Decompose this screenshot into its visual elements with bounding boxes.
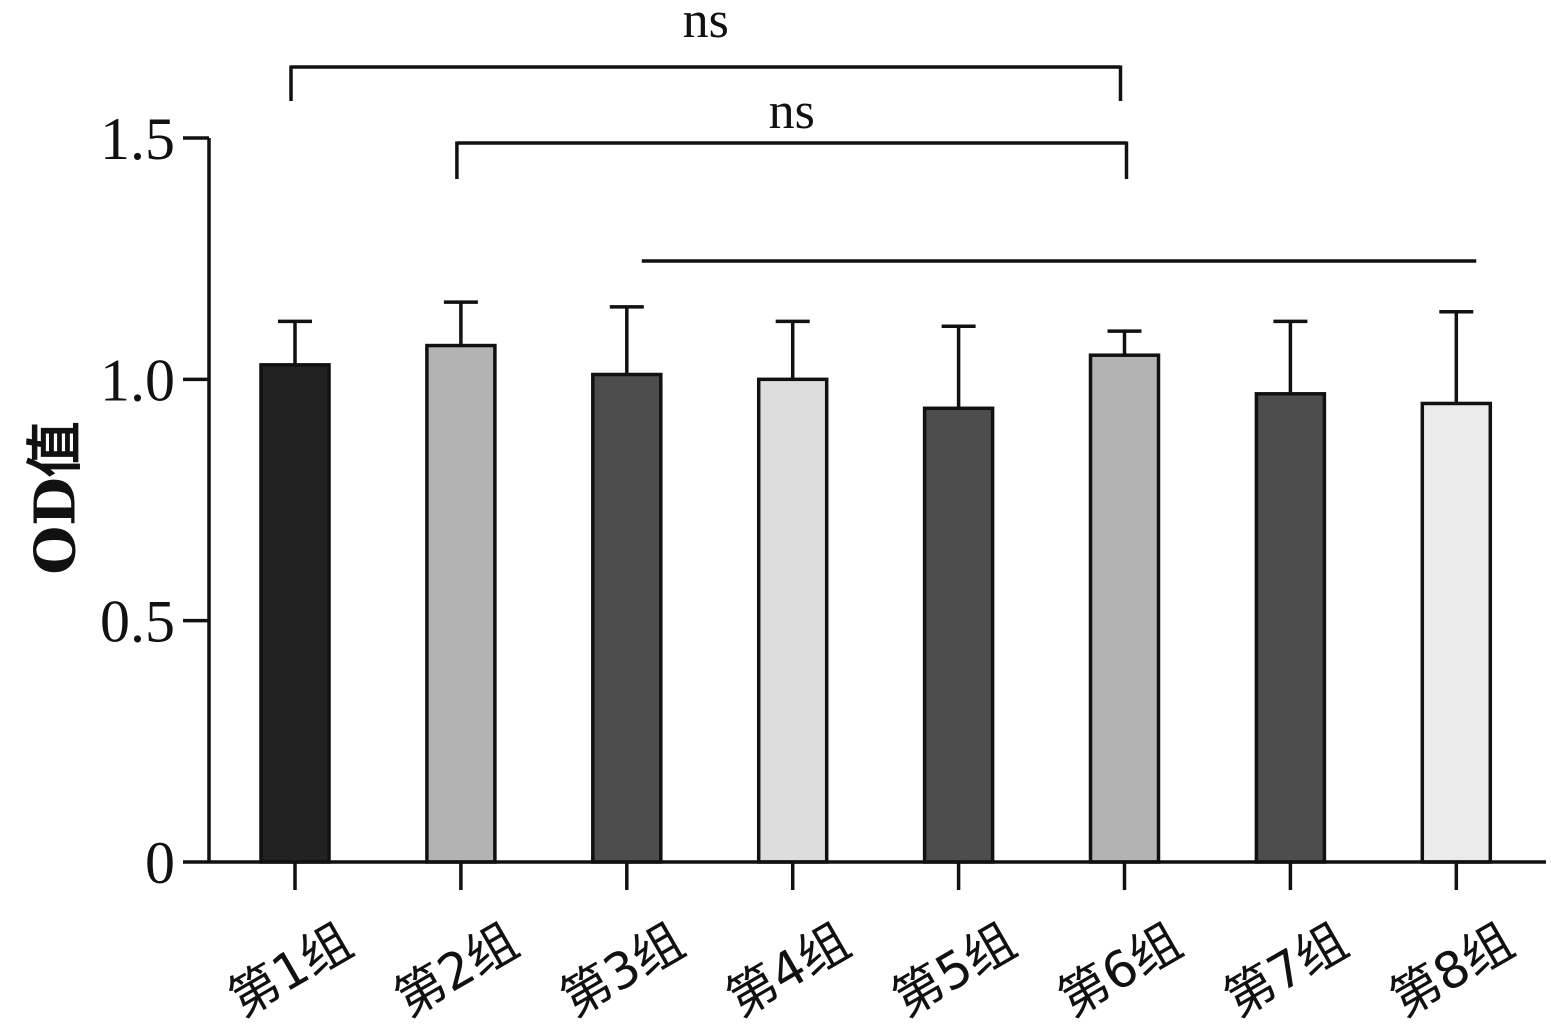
significance-label: ns xyxy=(769,83,815,140)
bar xyxy=(1420,401,1493,864)
x-category-label: 第7组 xyxy=(1214,912,1357,1028)
significance-label: ns xyxy=(683,0,729,49)
y-axis-label: OD值 xyxy=(23,421,89,574)
bars xyxy=(259,300,1493,864)
bar xyxy=(1254,392,1327,864)
bar xyxy=(591,372,663,864)
bar xyxy=(922,406,995,864)
x-category-label: 第4组 xyxy=(717,912,860,1028)
bar xyxy=(425,343,497,864)
y-tick-label: 0.5 xyxy=(100,589,175,655)
y-tick-label: 1.0 xyxy=(100,347,175,413)
y-tick-label: 1.5 xyxy=(100,106,175,172)
bar xyxy=(1088,353,1161,864)
x-category-label: 第5组 xyxy=(883,912,1026,1028)
x-category-label: 第1组 xyxy=(219,912,362,1028)
bar xyxy=(259,363,331,864)
axes xyxy=(207,138,1546,864)
x-category-label: 第2组 xyxy=(385,912,528,1028)
x-category-label: 第8组 xyxy=(1380,912,1523,1028)
bar xyxy=(756,377,829,864)
x-category-label: 第3组 xyxy=(551,912,694,1028)
y-tick-label: 0 xyxy=(145,830,175,896)
x-category-label: 第6组 xyxy=(1048,912,1191,1028)
